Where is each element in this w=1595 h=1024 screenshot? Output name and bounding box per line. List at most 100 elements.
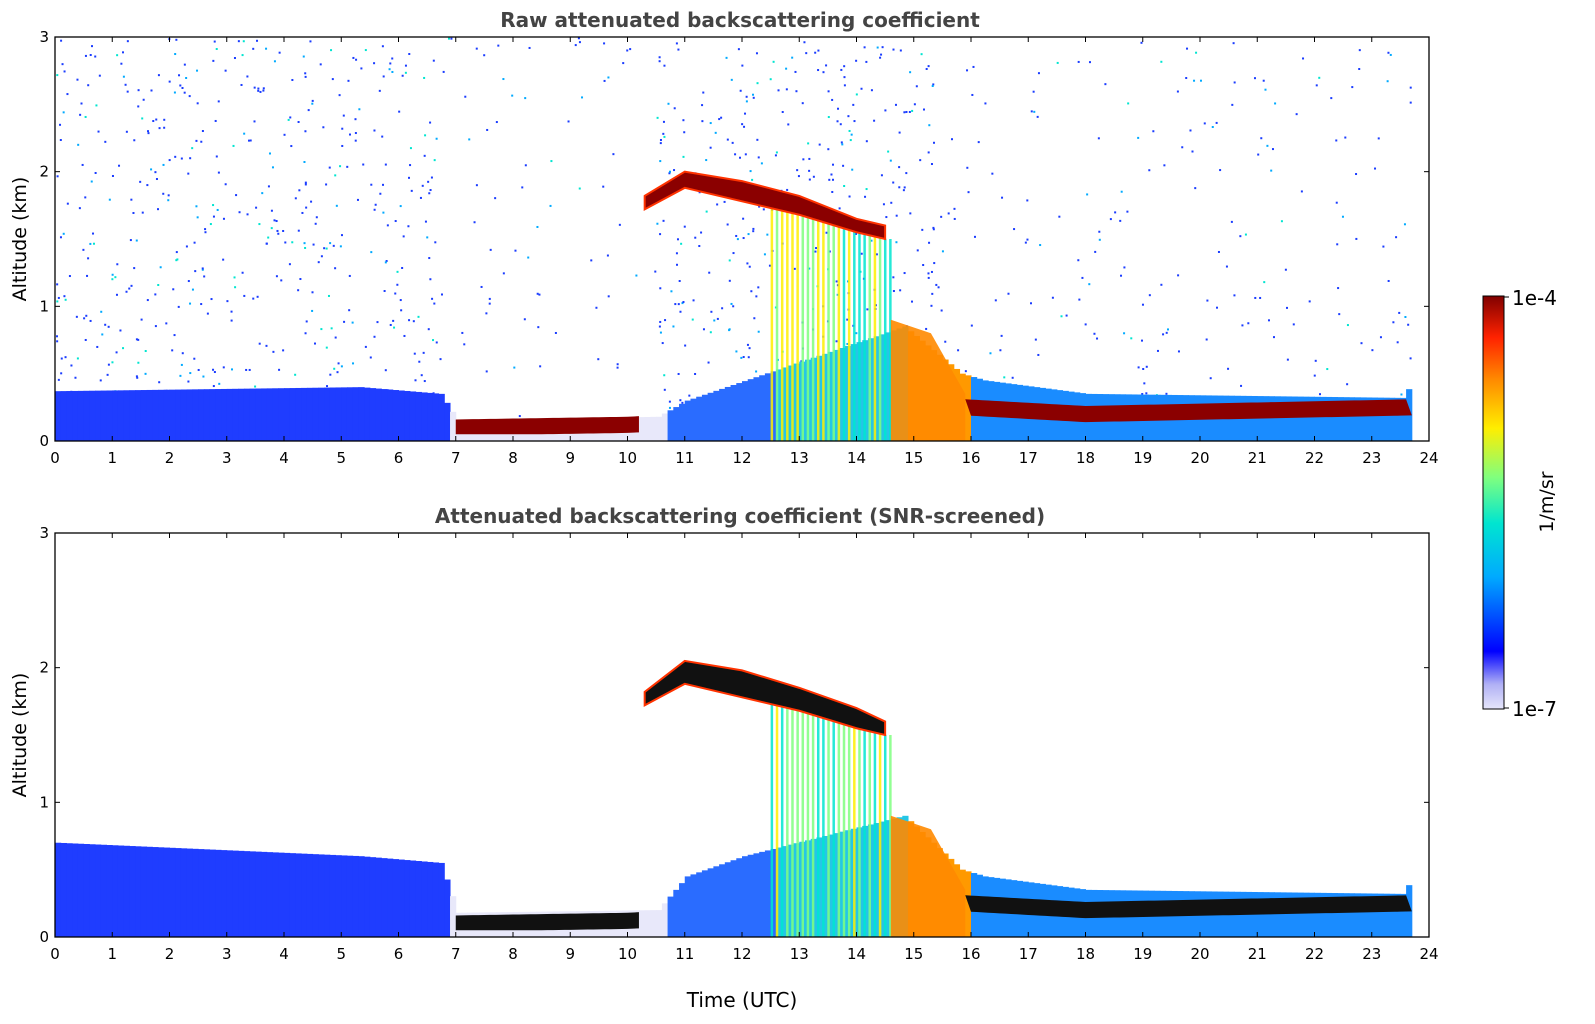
colorbar-unit-label: 1/m/sr [1536, 471, 1558, 532]
noise-pixel [374, 203, 377, 206]
noise-pixel [549, 204, 552, 207]
noise-pixel [327, 294, 330, 297]
noise-pixel [84, 54, 87, 57]
noise-pixel [892, 48, 895, 51]
bl-column [753, 377, 760, 441]
bl-column [77, 390, 85, 441]
bl-column [180, 389, 188, 441]
noise-pixel [827, 148, 830, 151]
bl-column [1371, 397, 1378, 441]
x-tick: 8 [508, 37, 518, 467]
x-tick: 12 [732, 37, 752, 467]
x-tick-label: 22 [1305, 945, 1324, 963]
bl-column [1262, 396, 1270, 441]
x-tick: 19 [1133, 37, 1152, 467]
noise-pixel [167, 199, 170, 202]
x-tick: 11 [675, 533, 694, 963]
noise-pixel [231, 368, 234, 371]
bl-column [312, 854, 319, 937]
bl-column [284, 852, 291, 937]
noise-pixel [301, 211, 304, 214]
raw-backscatter-panel: Raw attenuated backscattering coefficien… [9, 8, 1439, 467]
noise-pixel [1318, 393, 1321, 396]
noise-pixel [201, 268, 204, 271]
bl-column [879, 334, 886, 441]
screened-y-axis-label: Altitude (km) [9, 673, 31, 798]
x-tick-label: 12 [732, 449, 751, 467]
noise-pixel [709, 331, 712, 334]
noise-pixel [1148, 294, 1151, 297]
noise-pixel [1032, 90, 1035, 93]
noise-pixel [232, 144, 235, 147]
noise-pixel [135, 239, 138, 242]
noise-pixel [659, 320, 662, 323]
bl-column [203, 389, 211, 441]
x-tick-label: 2 [165, 449, 175, 467]
noise-pixel [364, 345, 367, 348]
noise-pixel [222, 217, 225, 220]
noise-pixel [294, 197, 297, 200]
noise-pixel [74, 376, 77, 379]
noise-pixel [332, 244, 335, 247]
noise-pixel [1086, 193, 1089, 196]
noise-pixel [424, 220, 427, 223]
noise-pixel [203, 275, 206, 278]
bl-column [249, 388, 256, 441]
noise-pixel [423, 380, 426, 383]
noise-pixel [777, 89, 780, 92]
noise-pixel [807, 142, 810, 145]
noise-pixel [386, 224, 389, 227]
bl-column [415, 861, 422, 937]
noise-pixel [183, 91, 186, 94]
noise-pixel [275, 220, 278, 223]
noise-pixel [659, 287, 662, 290]
noise-pixel [1335, 139, 1338, 142]
noise-pixel [1270, 169, 1273, 172]
noise-pixel [130, 284, 133, 287]
noise-pixel [410, 189, 413, 192]
x-tick: 16 [961, 37, 981, 467]
noise-pixel [669, 170, 672, 173]
y-tick: 2 [39, 163, 1429, 181]
noise-pixel [890, 201, 893, 204]
streak [786, 707, 789, 937]
noise-pixel [800, 360, 803, 363]
noise-pixel [673, 169, 676, 172]
x-tick: 10 [618, 533, 637, 963]
noise-pixel [137, 361, 140, 364]
noise-pixel [307, 109, 310, 112]
noise-pixel [1382, 245, 1385, 248]
noise-pixel [165, 322, 168, 325]
x-tick: 4 [279, 37, 289, 467]
x-tick-label: 4 [279, 945, 289, 963]
noise-pixel [1398, 311, 1401, 314]
noise-pixel [141, 211, 144, 214]
noise-pixel [126, 90, 129, 93]
noise-pixel [911, 109, 914, 112]
noise-pixel [59, 236, 62, 239]
noise-pixel [189, 302, 192, 305]
noise-pixel [189, 372, 192, 375]
noise-pixel [1199, 79, 1202, 82]
noise-pixel [1326, 368, 1329, 371]
noise-pixel [429, 121, 432, 124]
noise-pixel [163, 118, 166, 121]
bl-column [770, 371, 777, 441]
noise-pixel [658, 60, 661, 63]
noise-pixel [935, 283, 938, 286]
noise-pixel [1239, 235, 1242, 238]
noise-pixel [1037, 353, 1040, 356]
noise-pixel [772, 60, 775, 63]
noise-pixel [836, 120, 839, 123]
noise-pixel [863, 46, 866, 49]
noise-pixel [158, 127, 161, 130]
noise-pixel [567, 120, 570, 123]
noise-pixel [607, 295, 610, 298]
bl-column [764, 850, 772, 937]
noise-pixel [1409, 357, 1412, 360]
noise-pixel [304, 75, 307, 78]
bl-column [135, 846, 142, 937]
noise-pixel [294, 373, 297, 376]
bl-column [404, 860, 411, 937]
